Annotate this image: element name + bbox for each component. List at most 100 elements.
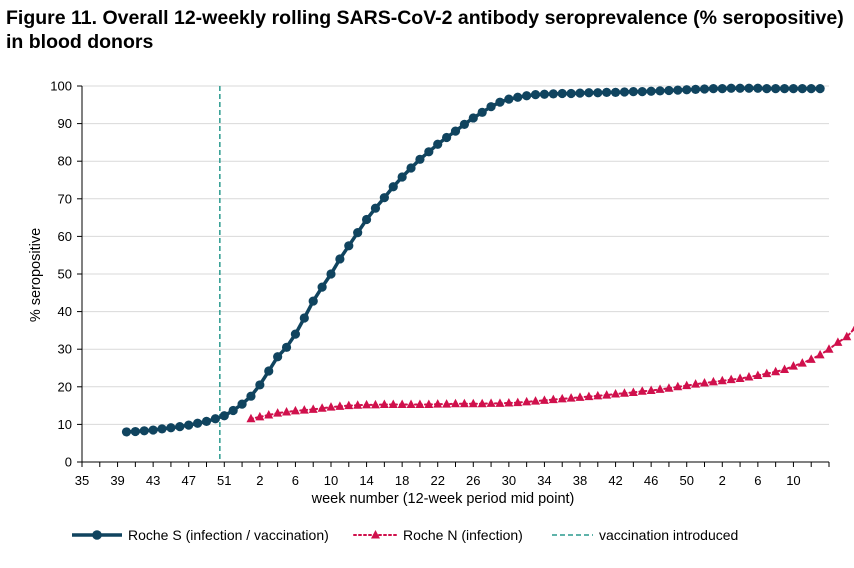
roche-n-point-16 bbox=[388, 399, 398, 408]
roche-s-point-75 bbox=[788, 84, 799, 94]
y-axis-label: % seropositive bbox=[28, 228, 44, 322]
figure-title: Figure 11. Overall 12-weekly rolling SAR… bbox=[6, 7, 844, 53]
roche-n-point-14 bbox=[370, 399, 380, 409]
x-tick-label-3: 47 bbox=[181, 473, 195, 488]
roche-s-point-61 bbox=[664, 85, 674, 96]
roche-n-point-64 bbox=[815, 349, 825, 359]
legend-roche-s-label: Roche S (infection / vaccination) bbox=[128, 527, 329, 543]
roche-s-point-49 bbox=[557, 88, 567, 99]
roche-s-point-20 bbox=[299, 313, 309, 323]
x-tick-label-2: 43 bbox=[146, 473, 160, 488]
roche-n-point-58 bbox=[762, 368, 772, 378]
roche-s-point-77 bbox=[806, 84, 816, 94]
roche-n-point-22 bbox=[442, 399, 452, 408]
roche-s-point-28 bbox=[370, 203, 381, 213]
roche-n-point-52 bbox=[708, 376, 718, 386]
roche-s-point-34 bbox=[424, 147, 434, 157]
roche-s-point-30 bbox=[388, 182, 398, 192]
roche-s-point-27 bbox=[361, 214, 372, 225]
roche-s-point-14 bbox=[246, 391, 256, 401]
roche-n-point-53 bbox=[717, 375, 727, 385]
roche-n-point-8 bbox=[317, 403, 327, 412]
roche-s-point-67 bbox=[717, 84, 727, 94]
roche-s-point-19 bbox=[290, 329, 301, 339]
roche-n-point-47 bbox=[664, 383, 674, 392]
roche-n-point-27 bbox=[486, 398, 496, 407]
roche-n-point-30 bbox=[513, 397, 523, 407]
roche-s-point-21 bbox=[308, 296, 318, 306]
x-tick-label-16: 46 bbox=[644, 473, 658, 488]
roche-s-point-55 bbox=[610, 87, 621, 97]
legend-roche-n-marker bbox=[371, 530, 380, 539]
roche-s-point-37 bbox=[450, 126, 461, 136]
roche-s-point-76 bbox=[797, 84, 807, 94]
roche-n-point-23 bbox=[451, 398, 460, 408]
legend-vaccination-label: vaccination introduced bbox=[599, 527, 738, 543]
y-tick-label-10: 10 bbox=[58, 417, 72, 432]
x-tick-label-17: 50 bbox=[679, 473, 693, 488]
roche-n-point-66 bbox=[833, 337, 843, 346]
x-tick-label-15: 42 bbox=[608, 473, 622, 488]
roche-n-point-31 bbox=[522, 396, 532, 406]
roche-n-point-43 bbox=[628, 387, 638, 396]
x-tick-label-6: 6 bbox=[292, 473, 299, 488]
roche-s-point-70 bbox=[744, 83, 754, 93]
roche-s-point-5 bbox=[166, 423, 176, 433]
roche-n-point-50 bbox=[691, 379, 701, 388]
roche-s-point-45 bbox=[522, 91, 532, 101]
roche-n-point-41 bbox=[611, 388, 621, 398]
roche-s-point-78 bbox=[815, 84, 825, 94]
roche-s-point-46 bbox=[530, 90, 541, 100]
roche-s-point-71 bbox=[753, 83, 763, 93]
roche-n-point-46 bbox=[655, 384, 665, 393]
y-tick-label-80: 80 bbox=[58, 154, 72, 169]
roche-s-point-6 bbox=[175, 422, 185, 432]
roche-n-point-32 bbox=[531, 396, 541, 405]
roche-n-point-44 bbox=[637, 386, 647, 395]
roche-s-point-38 bbox=[459, 119, 469, 129]
roche-s-point-16 bbox=[264, 366, 274, 376]
roche-s-point-36 bbox=[442, 132, 452, 143]
roche-n-point-60 bbox=[780, 364, 790, 374]
roche-n-point-3 bbox=[273, 408, 283, 417]
roche-s-point-53 bbox=[593, 88, 603, 98]
y-tick-label-0: 0 bbox=[65, 455, 72, 470]
x-tick-label-11: 26 bbox=[466, 473, 480, 488]
x-tick-label-13: 34 bbox=[537, 473, 551, 488]
x-tick-label-9: 18 bbox=[395, 473, 409, 488]
roche-n-point-12 bbox=[353, 400, 363, 409]
roche-n-point-38 bbox=[584, 391, 594, 401]
roche-n-point-6 bbox=[299, 405, 309, 414]
roche-s-point-11 bbox=[219, 411, 229, 421]
roche-n-point-15 bbox=[379, 399, 389, 408]
roche-n-point-59 bbox=[771, 366, 781, 376]
roche-n-point-39 bbox=[593, 390, 603, 400]
roche-s-point-69 bbox=[735, 83, 745, 93]
roche-n-point-25 bbox=[468, 398, 478, 408]
roche-s-point-52 bbox=[584, 88, 594, 98]
roche-s-point-32 bbox=[406, 163, 416, 173]
legend-roche-n-label: Roche N (infection) bbox=[403, 527, 523, 543]
x-tick-label-0: 35 bbox=[75, 473, 89, 488]
legend-roche-s-marker bbox=[92, 530, 102, 540]
roche-s-point-68 bbox=[726, 83, 736, 93]
x-tick-label-20: 10 bbox=[786, 473, 800, 488]
roche-n-point-13 bbox=[362, 399, 372, 409]
x-tick-label-14: 38 bbox=[573, 473, 587, 488]
roche-n-point-54 bbox=[726, 374, 736, 384]
roche-s-point-15 bbox=[255, 380, 265, 390]
roche-n-point-10 bbox=[335, 401, 345, 410]
roche-n-point-21 bbox=[433, 399, 443, 408]
roche-n-point-67 bbox=[842, 331, 852, 341]
roche-s-point-57 bbox=[628, 87, 638, 97]
roche-n-point-7 bbox=[308, 404, 318, 413]
y-tick-label-50: 50 bbox=[58, 267, 72, 282]
roche-n-point-40 bbox=[602, 390, 612, 399]
roche-n-point-9 bbox=[326, 402, 336, 411]
roche-s-point-58 bbox=[637, 87, 647, 97]
roche-s-point-24 bbox=[335, 254, 345, 264]
roche-n-point-5 bbox=[290, 405, 300, 415]
roche-s-point-50 bbox=[566, 88, 576, 99]
roche-s-point-66 bbox=[708, 84, 718, 94]
roche-n-point-24 bbox=[459, 398, 469, 408]
